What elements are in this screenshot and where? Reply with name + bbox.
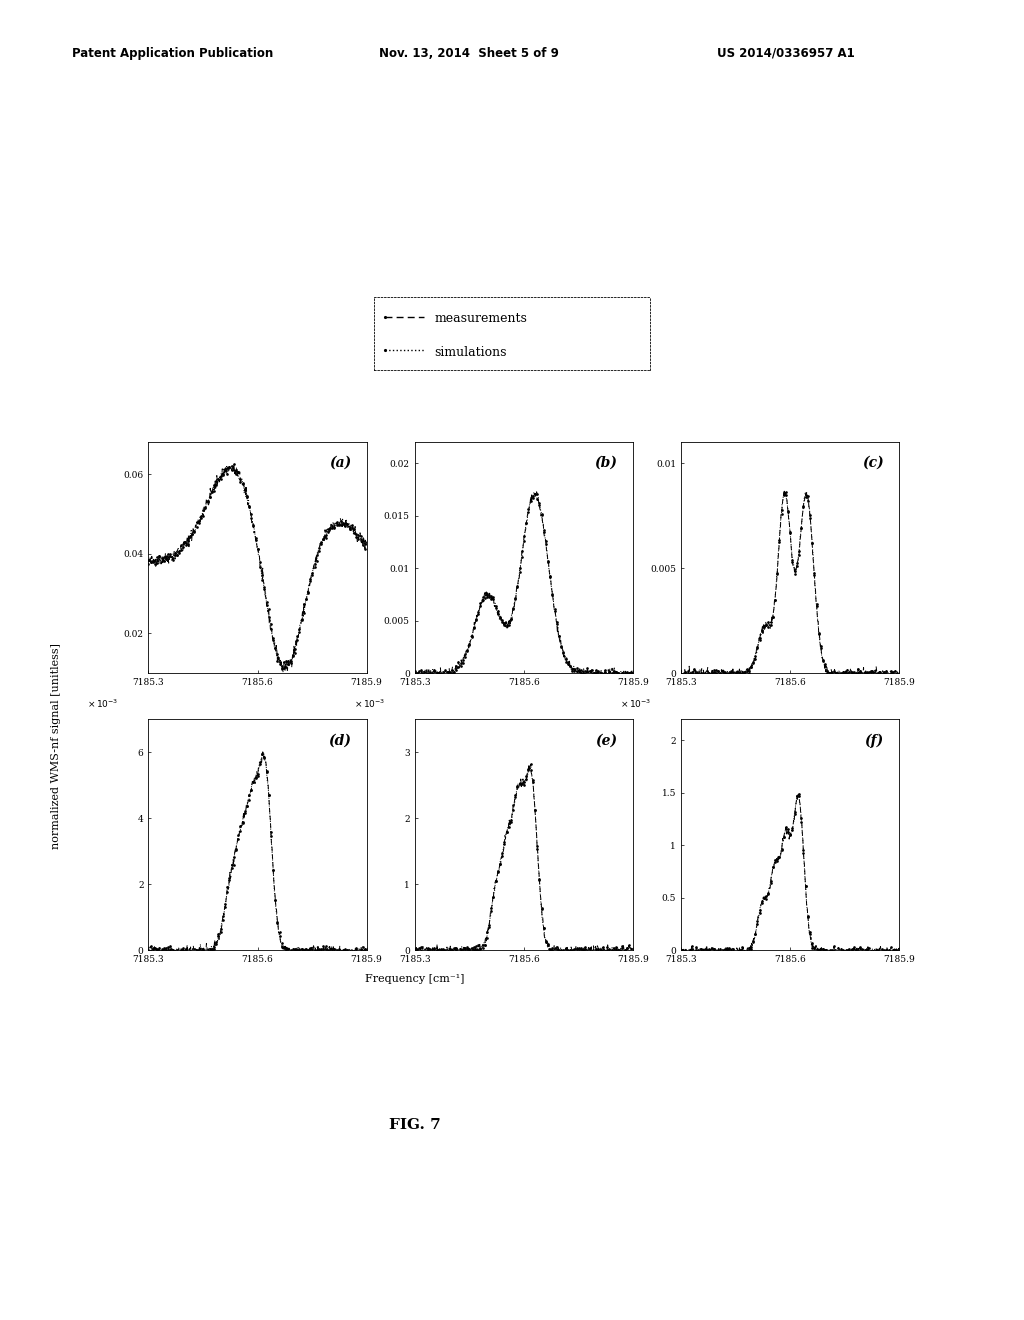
Text: US 2014/0336957 A1: US 2014/0336957 A1 bbox=[717, 46, 855, 59]
Text: simulations: simulations bbox=[434, 346, 507, 359]
Text: $\times\,10^{-3}$: $\times\,10^{-3}$ bbox=[353, 698, 385, 710]
Text: (a): (a) bbox=[329, 455, 351, 470]
Text: (e): (e) bbox=[595, 734, 617, 747]
Text: Nov. 13, 2014  Sheet 5 of 9: Nov. 13, 2014 Sheet 5 of 9 bbox=[379, 46, 559, 59]
Text: Frequency [cm⁻¹]: Frequency [cm⁻¹] bbox=[365, 974, 465, 985]
Text: (b): (b) bbox=[595, 455, 617, 470]
Text: Patent Application Publication: Patent Application Publication bbox=[72, 46, 273, 59]
Text: (d): (d) bbox=[329, 734, 351, 747]
Text: normalized WMS-nf signal [unitless]: normalized WMS-nf signal [unitless] bbox=[51, 643, 61, 849]
Text: $\times\,10^{-3}$: $\times\,10^{-3}$ bbox=[87, 698, 119, 710]
Text: (f): (f) bbox=[864, 734, 884, 747]
Text: measurements: measurements bbox=[434, 313, 527, 325]
Text: $\times\,10^{-3}$: $\times\,10^{-3}$ bbox=[620, 698, 651, 710]
Text: FIG. 7: FIG. 7 bbox=[389, 1118, 440, 1131]
Text: (c): (c) bbox=[862, 455, 884, 470]
